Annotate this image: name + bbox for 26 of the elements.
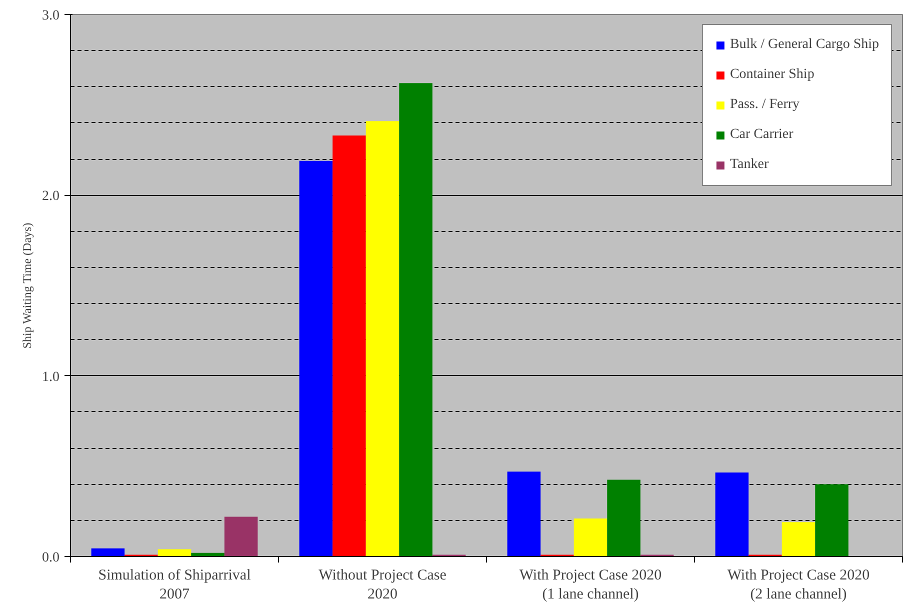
x-tick-label: Simulation of Shiparrival 2007	[98, 568, 251, 603]
legend-label: Car Carrier	[730, 127, 794, 143]
y-tick-label: 2.0	[42, 189, 60, 204]
bar	[607, 480, 640, 556]
y-tick-label: 3.0	[42, 8, 60, 24]
bar	[91, 548, 125, 556]
bar	[366, 121, 400, 556]
x-tick-label: With Project Case 2020 (2 lane channel)	[727, 568, 870, 603]
x-tick-label: With Project Case 2020 (1 lane channel)	[519, 568, 662, 603]
bar	[507, 472, 541, 556]
bar	[332, 136, 366, 556]
y-tick-label: 1.0	[42, 370, 60, 385]
legend-label: Container Ship	[730, 67, 814, 83]
legend-label: Pass. / Ferry	[730, 97, 800, 113]
bar	[715, 472, 749, 556]
bar	[574, 518, 608, 556]
x-tick-label: Without Project Case 2020	[318, 568, 447, 603]
bar	[782, 522, 816, 556]
y-axis-title: Ship Waiting Time (Days)	[20, 222, 34, 349]
legend-label: Bulk / General Cargo Ship	[730, 37, 879, 53]
bar	[815, 484, 848, 556]
bar	[299, 160, 333, 556]
legend-label: Tanker	[730, 157, 769, 173]
bar	[224, 516, 258, 556]
y-tick-label: 0.0	[42, 550, 60, 566]
bar	[399, 83, 432, 556]
